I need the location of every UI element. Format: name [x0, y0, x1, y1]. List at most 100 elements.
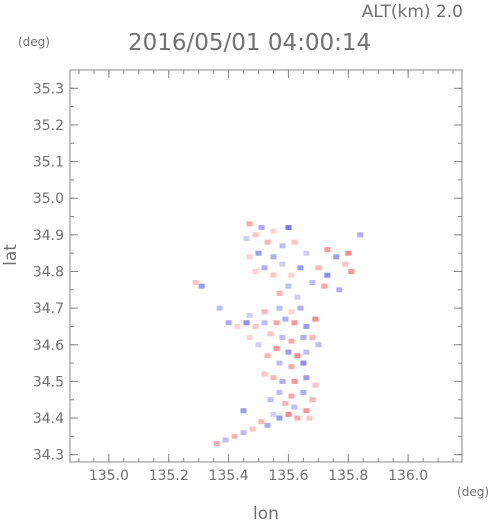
- data-point: [276, 305, 283, 311]
- y-tick-label: 34.5: [33, 374, 64, 390]
- data-point: [303, 349, 310, 355]
- y-tick-label: 34.3: [33, 448, 64, 464]
- data-point: [243, 320, 250, 326]
- data-point: [306, 415, 313, 421]
- x-tick-label: 135.4: [209, 468, 249, 484]
- data-point: [282, 400, 289, 406]
- data-point: [255, 250, 262, 256]
- data-point: [321, 283, 328, 289]
- data-point: [348, 268, 355, 274]
- y-tick-label: 35.1: [33, 155, 64, 171]
- data-point: [231, 433, 238, 439]
- x-tick-label: 135.6: [268, 468, 308, 484]
- data-point: [291, 239, 298, 245]
- data-point: [240, 430, 247, 436]
- data-point: [243, 236, 250, 242]
- y-tick-label: 34.7: [33, 301, 64, 317]
- plot-frame: [69, 69, 463, 463]
- data-point: [213, 441, 220, 447]
- data-point: [264, 422, 271, 428]
- data-point: [270, 375, 277, 381]
- data-point: [300, 360, 307, 366]
- data-point: [267, 331, 274, 337]
- data-point: [252, 323, 259, 329]
- data-point: [225, 320, 232, 326]
- data-point: [342, 261, 349, 267]
- data-point: [300, 334, 307, 340]
- chart-timestamp: 2016/05/01 04:00:14: [128, 30, 371, 56]
- y-tick-label: 34.6: [33, 338, 64, 354]
- data-point: [315, 342, 322, 348]
- data-point: [216, 305, 223, 311]
- y-tick-label: 35.0: [33, 191, 64, 207]
- data-point: [276, 290, 283, 296]
- data-point: [291, 378, 298, 384]
- data-point: [288, 364, 295, 370]
- data-point: [288, 338, 295, 344]
- altitude-label: ALT(km) 2.0: [362, 2, 463, 22]
- data-point: [345, 250, 352, 256]
- data-point: [297, 305, 304, 311]
- y-tick-label: 34.8: [33, 264, 64, 280]
- data-point: [279, 261, 286, 267]
- data-point: [279, 334, 286, 340]
- data-point: [234, 323, 241, 329]
- data-point: [198, 283, 205, 289]
- y-tick-label: 34.4: [33, 411, 64, 427]
- data-point: [276, 360, 283, 366]
- data-point: [285, 283, 292, 289]
- data-point: [324, 272, 331, 278]
- data-point: [300, 389, 307, 395]
- data-point: [282, 316, 289, 322]
- data-point: [192, 279, 199, 285]
- data-point: [294, 415, 301, 421]
- x-tick-label: 135.2: [149, 468, 189, 484]
- data-point: [336, 287, 343, 293]
- data-point: [270, 254, 277, 260]
- data-point: [261, 265, 268, 271]
- data-point: [270, 228, 277, 234]
- data-point: [276, 389, 283, 395]
- data-point: [333, 254, 340, 260]
- y-tick-label: 35.3: [33, 81, 64, 97]
- data-point: [291, 320, 298, 326]
- data-point: [303, 375, 310, 381]
- data-point: [246, 334, 253, 340]
- x-tick-label: 135.8: [328, 468, 368, 484]
- data-point: [309, 334, 316, 340]
- data-point: [291, 404, 298, 410]
- x-tick-label: 136.0: [388, 468, 428, 484]
- data-point: [309, 397, 316, 403]
- y-tick-label: 35.2: [33, 118, 64, 134]
- data-point: [312, 316, 319, 322]
- data-point: [246, 312, 253, 318]
- data-point: [297, 265, 304, 271]
- data-point: [258, 225, 265, 231]
- data-point: [279, 378, 286, 384]
- data-point: [294, 353, 301, 359]
- data-point: [255, 342, 262, 348]
- data-point: [261, 371, 268, 377]
- data-point: [357, 232, 364, 238]
- data-point: [252, 232, 259, 238]
- data-point: [246, 221, 253, 227]
- data-point: [264, 353, 271, 359]
- data-point: [312, 382, 319, 388]
- data-point: [309, 279, 316, 285]
- data-point: [288, 272, 295, 278]
- data-point: [303, 250, 310, 256]
- data-point: [303, 408, 310, 414]
- data-point: [252, 268, 259, 274]
- data-point: [240, 408, 247, 414]
- data-point: [279, 243, 286, 249]
- data-point: [288, 309, 295, 315]
- data-point: [261, 309, 268, 315]
- x-unit-label: (deg): [457, 485, 489, 499]
- data-point: [315, 265, 322, 271]
- data-point: [273, 320, 280, 326]
- data-point: [267, 397, 274, 403]
- data-point: [288, 393, 295, 399]
- data-point: [294, 294, 301, 300]
